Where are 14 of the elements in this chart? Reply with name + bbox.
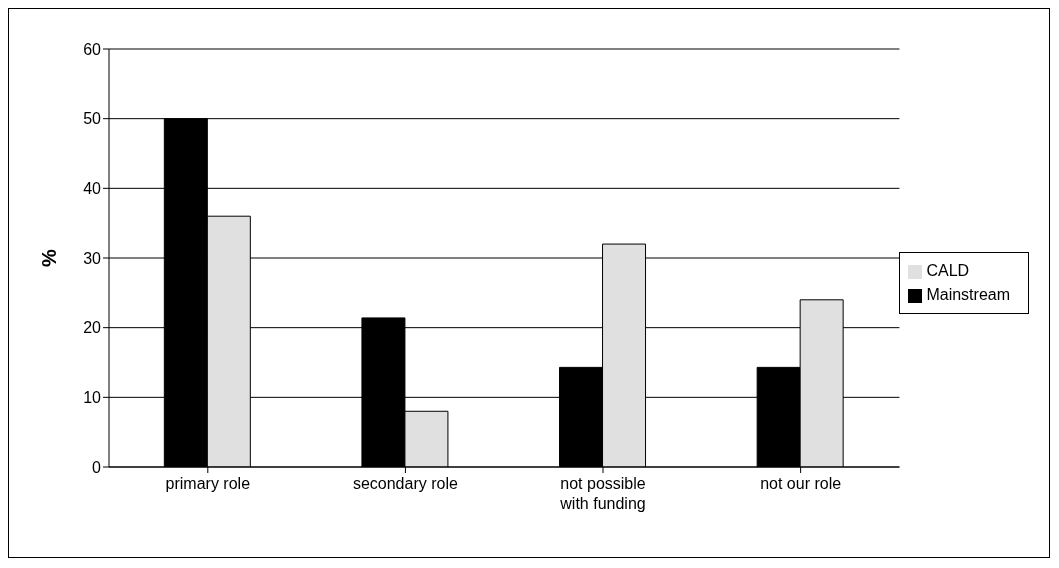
y-tick-label: 40 bbox=[83, 180, 102, 198]
legend-label: Mainstream bbox=[926, 286, 1010, 303]
y-axis-title: % bbox=[38, 248, 61, 267]
y-tick-label: 30 bbox=[83, 249, 102, 267]
x-tick-label: primary role bbox=[165, 475, 251, 492]
x-tick-label: not our role bbox=[760, 475, 842, 492]
legend-label: CALD bbox=[926, 262, 970, 279]
y-tick-label: 50 bbox=[83, 110, 102, 128]
y-tick-label: 0 bbox=[92, 458, 102, 476]
y-tick-label: 60 bbox=[83, 40, 102, 58]
x-tick-label: not possible with funding bbox=[559, 475, 646, 512]
y-tick-label: 10 bbox=[83, 389, 102, 407]
y-tick-label: 20 bbox=[83, 319, 102, 337]
x-tick-label: secondary role bbox=[352, 475, 458, 492]
